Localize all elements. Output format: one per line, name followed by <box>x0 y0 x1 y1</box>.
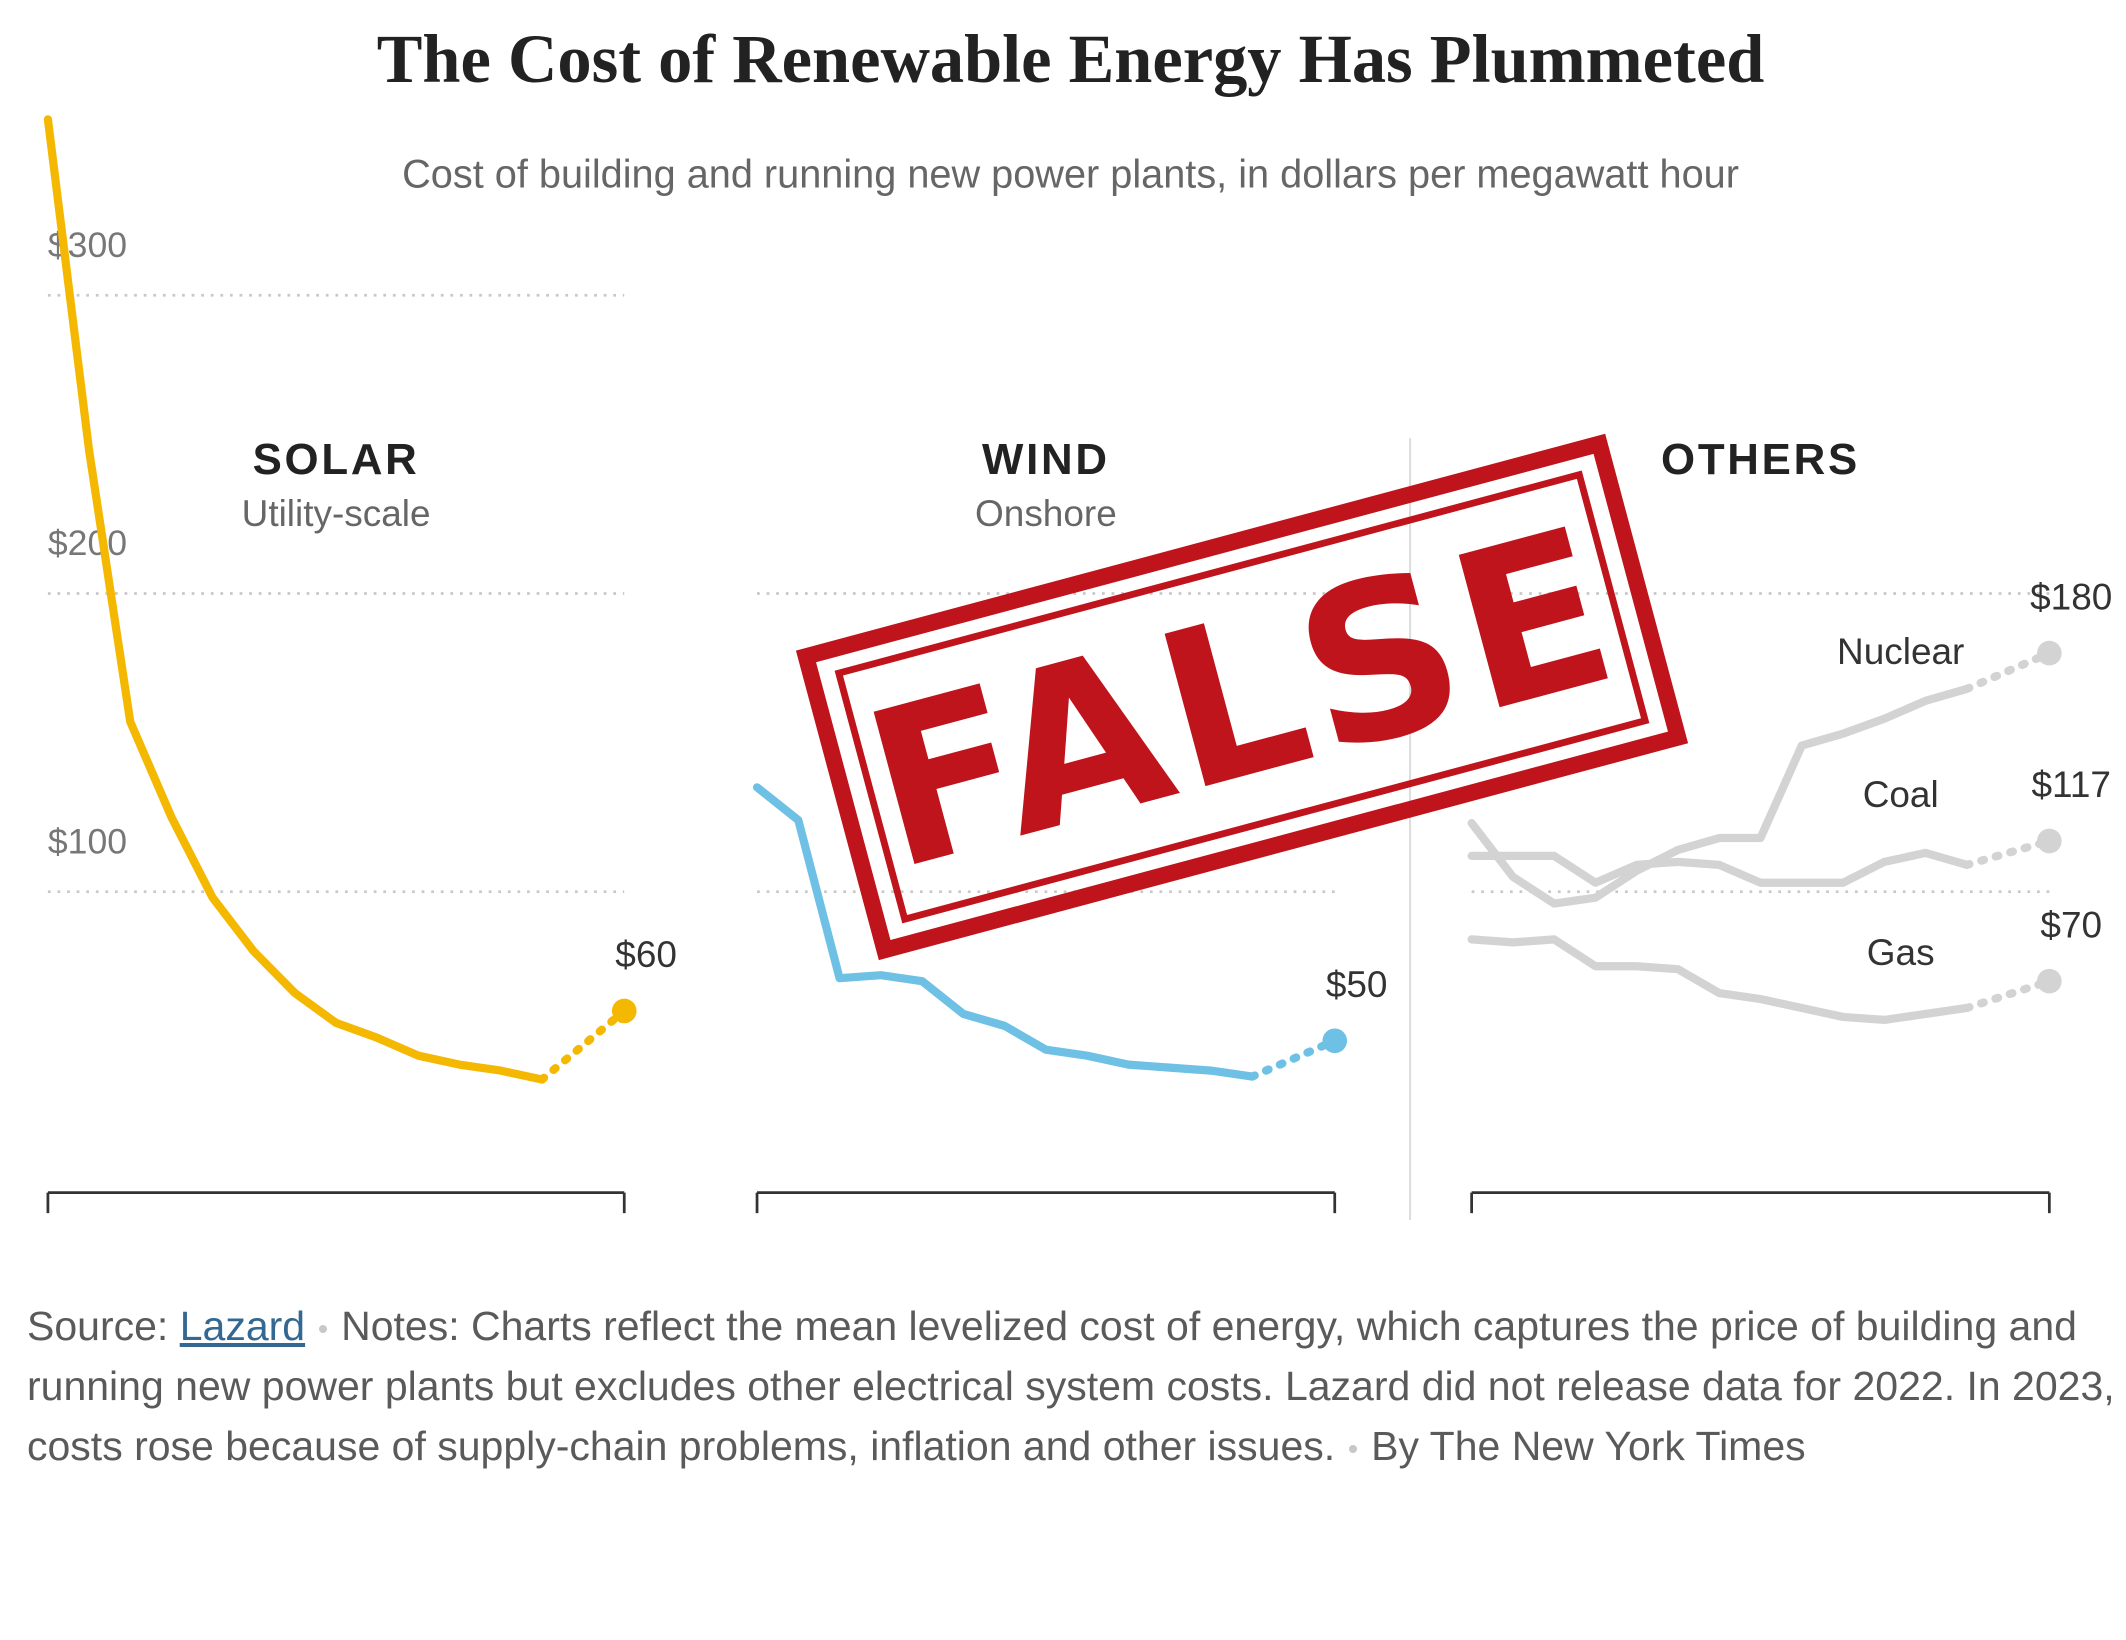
value-label: $117 <box>2032 764 2111 805</box>
series-line <box>752 783 1257 1081</box>
gap-connector <box>1962 836 2054 869</box>
separator <box>1349 1445 1358 1454</box>
gap-connector <box>1248 1036 1339 1081</box>
chart-title: The Cost of Renewable Energy Has Plummet… <box>377 21 1764 97</box>
panel-title: OTHERS <box>1661 435 1860 484</box>
stamp-border <box>795 433 1689 961</box>
end-point <box>1322 1028 1348 1054</box>
series-line <box>1467 935 1971 1025</box>
value-label: $180 <box>2030 576 2112 617</box>
chart: The Cost of Renewable Energy Has Plummet… <box>43 21 2112 1220</box>
series-label: Nuclear <box>1837 631 1964 672</box>
end-point <box>2037 640 2062 666</box>
panel-title: SOLAR <box>253 435 420 484</box>
panel-subtitle: Utility-scale <box>242 493 431 534</box>
notes: Notes: Charts reflect the mean levelized… <box>27 1303 2115 1469</box>
gap-connector <box>1962 649 2054 694</box>
chart-subtitle: Cost of building and running new power p… <box>402 153 1739 197</box>
panel-title: WIND <box>982 435 1110 484</box>
value-label: $50 <box>1326 964 1388 1005</box>
gap-connector <box>1962 977 2054 1013</box>
series-line <box>1467 684 1971 908</box>
source-link[interactable]: Lazard <box>179 1303 306 1349</box>
panels: SOLARUtility-scale$100$200$30020092023$6… <box>43 115 2112 1214</box>
value-label: $60 <box>615 934 677 975</box>
series-label: Coal <box>1863 774 1939 815</box>
y-tick-label: $100 <box>48 821 127 861</box>
byline: By The New York Times <box>1371 1423 1806 1469</box>
stamp-inner-border <box>834 470 1650 924</box>
footer: Source: Lazard Notes: Charts reflect the … <box>27 1296 2117 1476</box>
separator <box>319 1325 328 1334</box>
false-stamp: FALSE <box>795 433 1689 961</box>
y-tick-label: $200 <box>48 523 127 563</box>
end-point <box>2037 828 2062 854</box>
source-label: Source: <box>27 1303 169 1349</box>
series-label: Gas <box>1867 932 1935 973</box>
series-line <box>1467 848 1971 887</box>
panel-subtitle: Onshore <box>975 493 1117 534</box>
gap-connector <box>537 1006 629 1084</box>
value-label: $70 <box>2040 904 2102 945</box>
series-line <box>43 115 547 1084</box>
